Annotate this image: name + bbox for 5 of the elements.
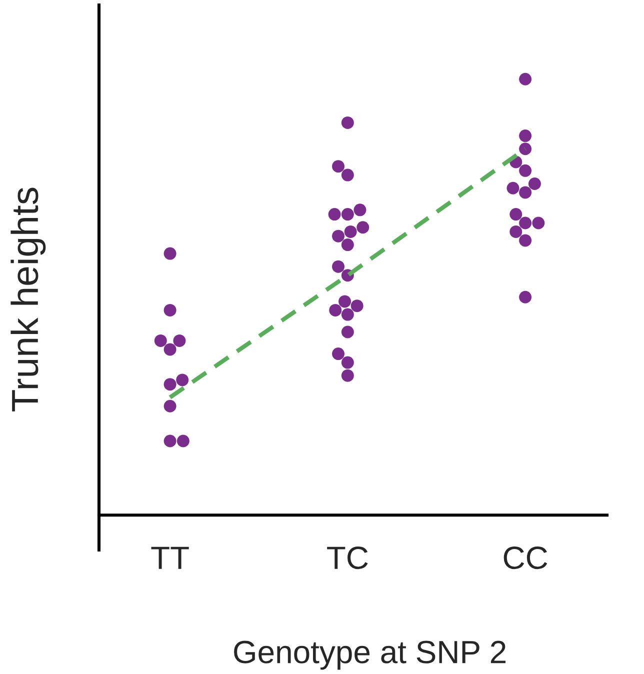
- x-axis-title: Genotype at SNP 2: [234, 640, 506, 670]
- y-axis-title: Trunk heights: [10, 188, 46, 412]
- x-tick-label: CC: [504, 546, 548, 570]
- x-tick-label: TC: [327, 546, 368, 570]
- x-tick-label: TT: [151, 546, 189, 569]
